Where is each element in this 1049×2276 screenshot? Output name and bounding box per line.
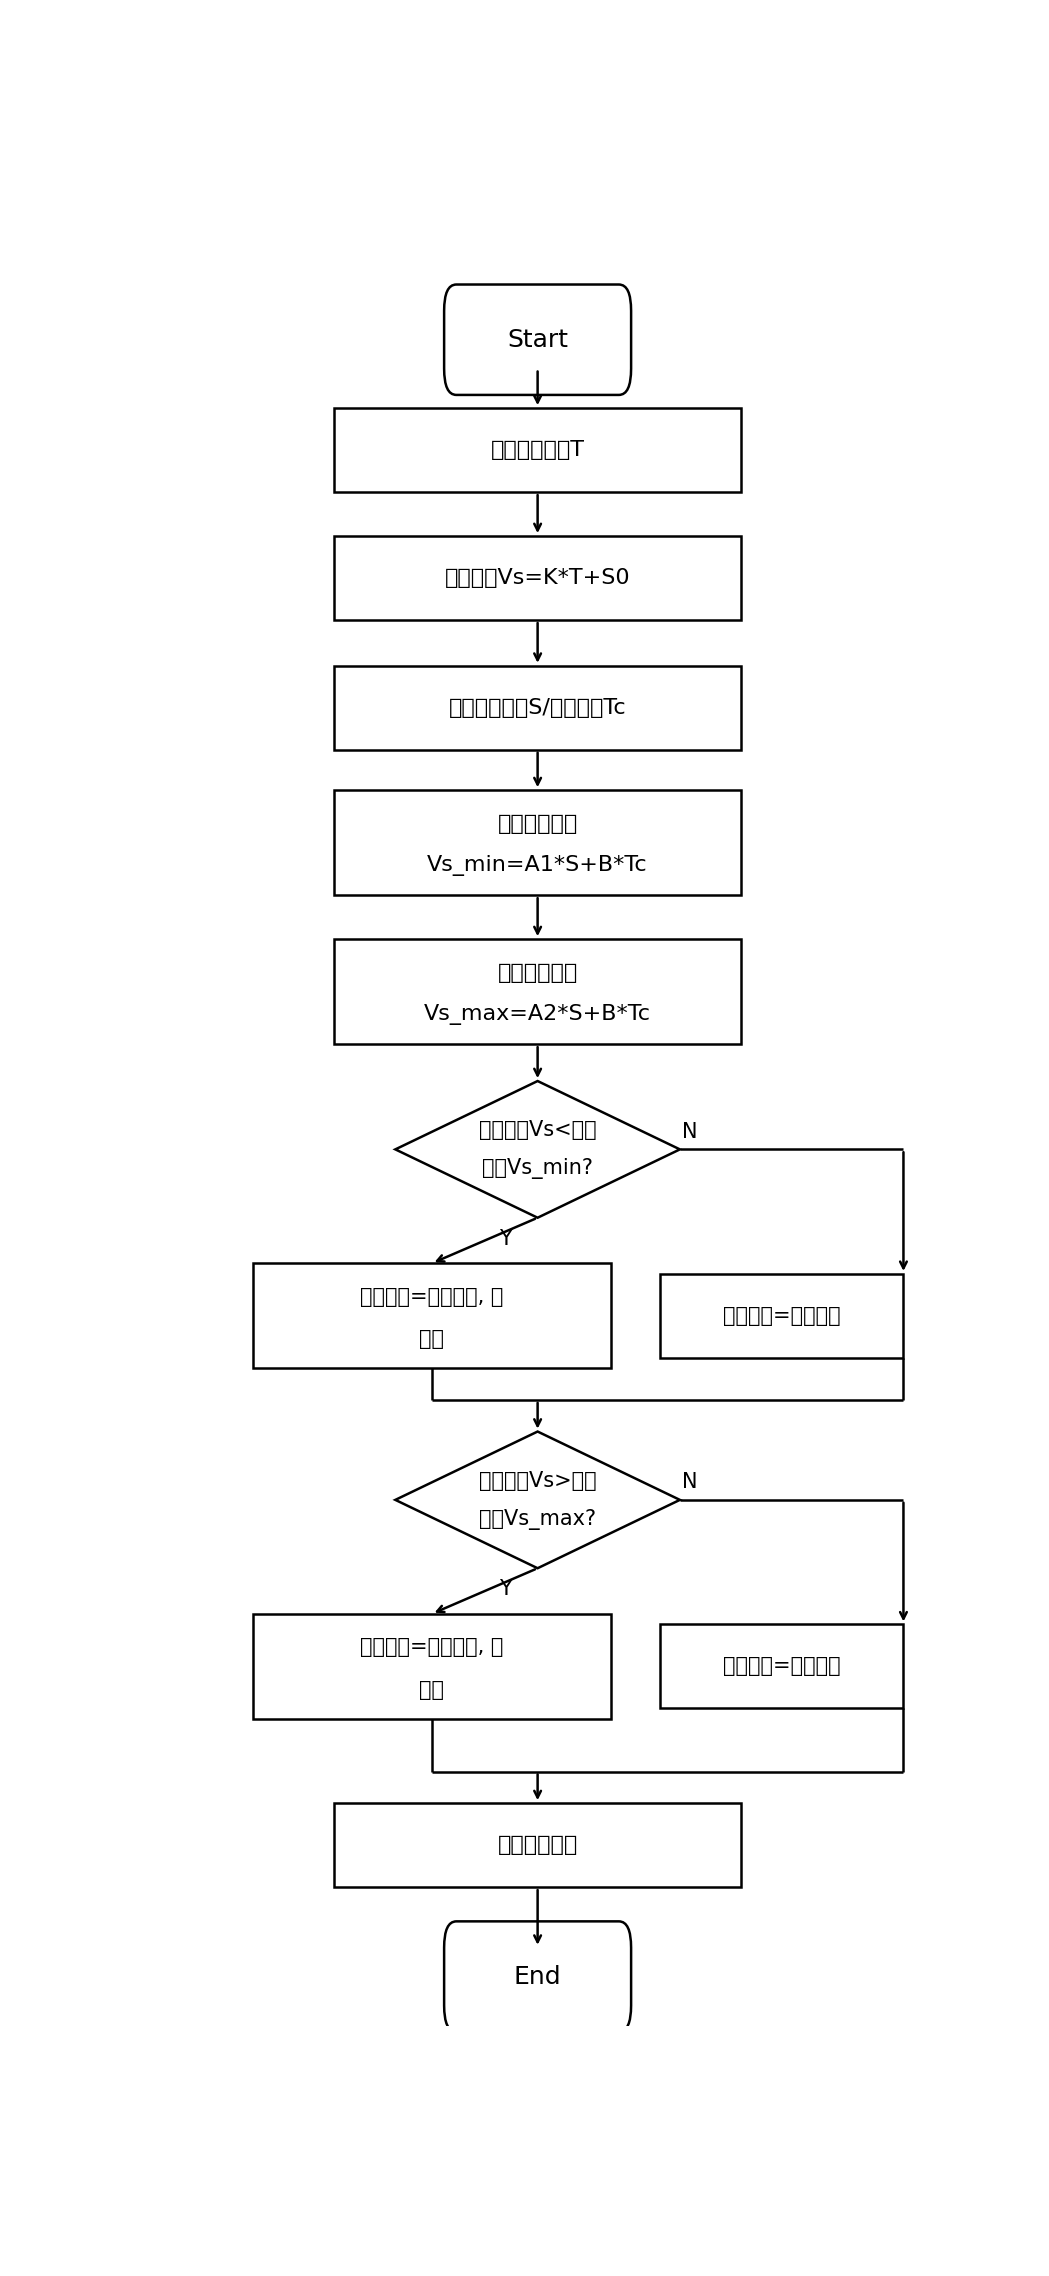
- Text: Y: Y: [498, 1229, 512, 1250]
- Text: 计算风速Vs=K*T+S0: 计算风速Vs=K*T+S0: [445, 569, 630, 587]
- Bar: [335, 1803, 741, 1887]
- Bar: [335, 940, 741, 1045]
- Text: 设定速度=计算转速: 设定速度=计算转速: [723, 1306, 840, 1327]
- Text: Y: Y: [498, 1580, 512, 1600]
- Bar: [335, 537, 741, 619]
- Bar: [335, 665, 741, 749]
- FancyBboxPatch shape: [444, 1921, 631, 2032]
- Polygon shape: [395, 1081, 680, 1218]
- Text: 给定速度运行: 给定速度运行: [497, 1834, 578, 1855]
- Text: 计算风速Vs>最大: 计算风速Vs>最大: [478, 1470, 597, 1491]
- FancyBboxPatch shape: [444, 284, 631, 396]
- Text: Vs_max=A2*S+B*Tc: Vs_max=A2*S+B*Tc: [424, 1004, 651, 1024]
- Bar: [253, 1263, 611, 1368]
- Bar: [660, 1275, 903, 1359]
- Text: N: N: [682, 1122, 698, 1143]
- Text: 风速Vs_min?: 风速Vs_min?: [483, 1158, 593, 1179]
- Bar: [335, 407, 741, 492]
- Text: 风速Vs_max?: 风速Vs_max?: [479, 1509, 596, 1529]
- Bar: [660, 1625, 903, 1709]
- Text: 读取器件温度T: 读取器件温度T: [491, 439, 584, 460]
- Text: 设定速度=最低转速, 并: 设定速度=最低转速, 并: [360, 1286, 504, 1306]
- Text: 读取视在功率S/环境温度Tc: 读取视在功率S/环境温度Tc: [449, 699, 626, 717]
- Bar: [335, 790, 741, 894]
- Text: 告警: 告警: [420, 1680, 445, 1700]
- Text: N: N: [682, 1473, 698, 1493]
- Text: 计算风速Vs<最低: 计算风速Vs<最低: [478, 1120, 597, 1140]
- Text: 设定速度=计算转速, 并: 设定速度=计算转速, 并: [360, 1636, 504, 1657]
- Polygon shape: [395, 1432, 680, 1568]
- Text: 最高合理风速: 最高合理风速: [497, 963, 578, 983]
- Text: 设定速度=计算转速: 设定速度=计算转速: [723, 1657, 840, 1677]
- Text: Start: Start: [507, 328, 569, 353]
- Text: 告警: 告警: [420, 1329, 445, 1350]
- Bar: [253, 1614, 611, 1718]
- Text: 最低安全风速: 最低安全风速: [497, 815, 578, 833]
- Text: End: End: [514, 1964, 561, 1989]
- Text: Vs_min=A1*S+B*Tc: Vs_min=A1*S+B*Tc: [427, 856, 648, 876]
